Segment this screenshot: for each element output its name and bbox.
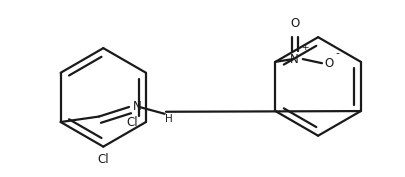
Text: O: O	[290, 17, 299, 30]
Text: O: O	[325, 57, 334, 70]
Text: N: N	[290, 53, 299, 66]
Text: H: H	[165, 114, 173, 124]
Text: +: +	[301, 43, 309, 52]
Text: Cl: Cl	[98, 153, 109, 167]
Text: N: N	[132, 100, 141, 113]
Text: -: -	[336, 48, 340, 58]
Text: Cl: Cl	[126, 116, 138, 129]
